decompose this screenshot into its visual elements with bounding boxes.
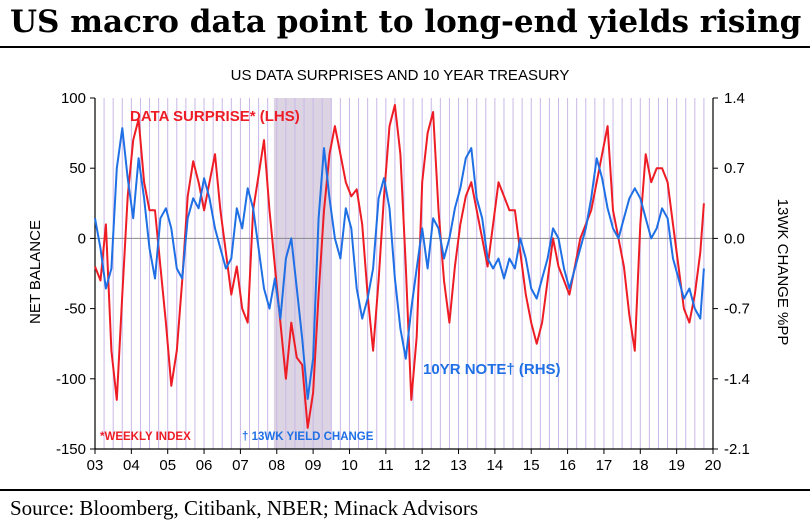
source-note: Source: Bloomberg, Citibank, NBER; Minac… — [10, 496, 479, 520]
x-tick-label: 09 — [305, 457, 322, 474]
x-tick-label: 07 — [232, 457, 249, 474]
x-tick-label: 16 — [559, 457, 576, 474]
y-tick-label-right: -2.1 — [724, 441, 750, 458]
annotation-10yr-note: 10YR NOTE† (RHS) — [423, 361, 561, 378]
x-tick-label: 17 — [596, 457, 613, 474]
source-divider — [0, 489, 810, 491]
y-tick-label-left: 0 — [78, 230, 86, 247]
y-tick-label-left: -50 — [64, 301, 86, 318]
y-tick-label-left: -100 — [56, 371, 86, 388]
y-tick-label-right: 1.4 — [724, 90, 745, 107]
x-tick-label: 12 — [414, 457, 431, 474]
x-tick-label: 04 — [123, 457, 140, 474]
y-tick-label-left: 100 — [61, 90, 86, 107]
x-tick-label: 19 — [668, 457, 685, 474]
x-tick-label: 18 — [632, 457, 649, 474]
y-axis-right-label: 13WK CHANGE %PP — [774, 199, 791, 346]
x-tick-label: 13 — [450, 457, 467, 474]
y-tick-label-left: -150 — [56, 441, 86, 458]
chart-title: US DATA SURPRISES AND 10 YEAR TREASURY — [231, 67, 570, 84]
y-tick-label-left: 50 — [69, 160, 86, 177]
x-tick-label: 11 — [378, 457, 394, 474]
chart: US DATA SURPRISES AND 10 YEAR TREASURY -… — [27, 67, 791, 474]
x-tick-label: 05 — [159, 457, 176, 474]
x-tick-label: 10 — [341, 457, 358, 474]
y-tick-label-right: 0.7 — [724, 160, 745, 177]
series-line-data-surprise — [94, 104, 705, 429]
footnote-weekly-index: *WEEKLY INDEX — [100, 431, 191, 443]
footnote-yield-change: † 13WK YIELD CHANGE — [242, 431, 374, 443]
series-line-10yr-note — [94, 127, 705, 400]
y-axis-left-label: NET BALANCE — [27, 220, 44, 324]
x-tick-label: 15 — [523, 457, 540, 474]
y-tick-label-right: -1.4 — [724, 371, 750, 388]
y-tick-label-right: 0.0 — [724, 230, 745, 247]
y-tick-label-right: -0.7 — [724, 301, 750, 318]
x-tick-label: 14 — [487, 457, 504, 474]
x-tick-label: 08 — [268, 457, 285, 474]
x-tick-label: 20 — [705, 457, 722, 474]
page-title: US macro data point to long-end yields r… — [10, 4, 802, 40]
x-tick-label: 03 — [87, 457, 104, 474]
annotation-data-surprise: DATA SURPRISE* (LHS) — [130, 108, 300, 125]
plot-area: -150-100-50050100-2.1-1.4-0.70.00.71.403… — [56, 90, 750, 474]
x-tick-label: 06 — [196, 457, 213, 474]
title-divider — [0, 46, 810, 48]
